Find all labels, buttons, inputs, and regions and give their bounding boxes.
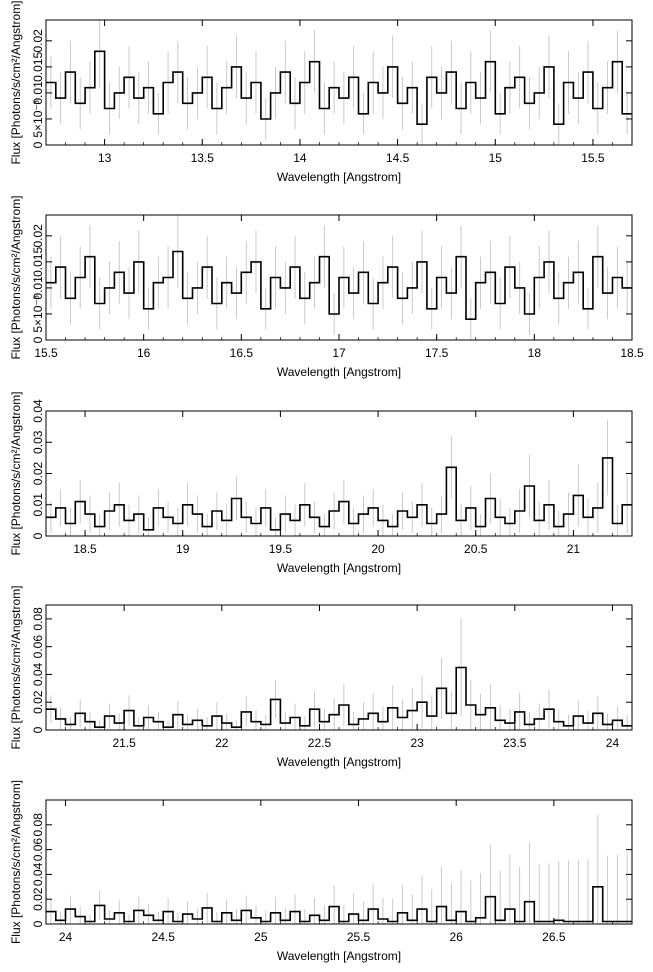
y-tick-label: 0 [31, 336, 45, 343]
x-tick-label: 13 [98, 151, 112, 165]
flux-step-line [46, 886, 632, 923]
y-tick-label: 0.015 [31, 247, 45, 277]
y-tick-label: 0.01 [31, 81, 45, 105]
y-tick-label: 0.08 [31, 813, 45, 837]
x-tick-label: 16 [137, 346, 151, 360]
y-axis-label: Flux [Photons/s/cm²/Angstrom] [9, 391, 23, 555]
x-axis-label: Wavelength [Angstrom] [277, 755, 401, 769]
x-tick-label: 21 [567, 542, 581, 556]
x-tick-label: 18 [528, 346, 542, 360]
x-axis-label: Wavelength [Angstrom] [277, 949, 401, 963]
y-axis-label: Flux [Photons/s/cm²/Angstrom] [9, 780, 23, 944]
plot-area [46, 420, 632, 536]
plot-area [46, 20, 632, 145]
x-tick-label: 16.5 [230, 346, 254, 360]
panel-2: 15.5 16 16.5 17 17.5 18 18.5 0 5×10⁻³0.010.0150.… [9, 195, 644, 379]
x-axis-label: Wavelength [Angstrom] [277, 170, 401, 184]
x-tick-label: 24 [59, 930, 73, 944]
y-tick-label: 0 [31, 532, 45, 539]
y-tick-label: 0.04 [31, 862, 45, 886]
x-tick-label: 22.5 [308, 736, 332, 750]
x-axis-label: Wavelength [Angstrom] [277, 365, 401, 379]
y-tick-label: 5×10⁻³ [31, 100, 45, 137]
panel-5: 24 24.5 25 25.5 26 26.5 0 0.020.040.060.08 Wavel… [9, 780, 633, 963]
x-tick-label: 18.5 [620, 346, 644, 360]
x-tick-label: 15.5 [581, 151, 605, 165]
plot-area [46, 814, 632, 924]
x-tick-label: 17.5 [425, 346, 449, 360]
y-tick-label: 0 [31, 920, 45, 927]
x-tick-label: 25 [254, 930, 268, 944]
x-tick-label: 22 [215, 736, 229, 750]
x-tick-label: 15 [489, 151, 503, 165]
y-axis-label: Flux [Photons/s/cm²/Angstrom] [9, 195, 23, 359]
y-tick-label: 0.02 [31, 461, 45, 485]
y-tick-label: 0.02 [31, 29, 45, 53]
y-tick-label: 0.015 [31, 52, 45, 82]
y-tick-label: 0 [31, 726, 45, 733]
flux-step-line [46, 50, 632, 125]
x-tick-label: 26 [450, 930, 464, 944]
x-tick-label: 21.5 [112, 736, 136, 750]
panel-3: 18.5 19 19.5 20 20.5 21 0 0.01 0.02 0.03 0.04 Wavel… [9, 391, 633, 575]
x-tick-label: 14.5 [386, 151, 410, 165]
x-tick-label: 17 [332, 346, 346, 360]
y-tick-label: 0.06 [31, 635, 45, 659]
plot-area [46, 618, 632, 730]
y-tick-label: 0.04 [31, 399, 45, 423]
x-tick-label: 20 [371, 542, 385, 556]
y-tick-label: 0 [31, 141, 45, 148]
y-tick-label: 0.03 [31, 430, 45, 454]
y-axis-label: Flux [Photons/s/cm²/Angstrom] [9, 0, 23, 164]
y-tick-label: 0.01 [31, 493, 45, 517]
y-tick-label: 0.01 [31, 276, 45, 300]
y-tick-label: 0.02 [31, 690, 45, 714]
panel-4: 21.5 22 22.5 23 23.5 24 0 0.02 0.04 0.06 0.08 Wavel… [9, 585, 633, 769]
x-tick-label: 15.5 [34, 346, 58, 360]
x-tick-label: 20.5 [464, 542, 488, 556]
x-tick-label: 23 [410, 736, 424, 750]
x-tick-label: 13.5 [191, 151, 215, 165]
x-tick-label: 18.5 [73, 542, 97, 556]
y-tick-label: 0.02 [31, 224, 45, 248]
y-tick-label: 0.08 [31, 607, 45, 631]
x-tick-label: 26.5 [542, 930, 566, 944]
flux-step-line [46, 250, 632, 320]
x-tick-label: 24.5 [152, 930, 176, 944]
x-tick-label: 14 [293, 151, 307, 165]
x-tick-label: 24 [606, 736, 620, 750]
y-tick-label: 0.02 [31, 887, 45, 911]
x-axis-label: Wavelength [Angstrom] [277, 561, 401, 575]
plot-area [46, 215, 632, 340]
x-tick-label: 23.5 [503, 736, 527, 750]
flux-step-line [46, 457, 632, 531]
x-tick-label: 25.5 [347, 930, 371, 944]
y-tick-label: 0.04 [31, 662, 45, 686]
y-axis-label: Flux [Photons/s/cm²/Angstrom] [9, 585, 23, 749]
y-tick-label: 0.06 [31, 838, 45, 862]
flux-step-line [46, 666, 632, 728]
x-tick-label: 19.5 [269, 542, 293, 556]
panel-frame [45, 799, 633, 925]
x-tick-label: 19 [176, 542, 190, 556]
y-tick-label: 5×10⁻³ [31, 295, 45, 332]
